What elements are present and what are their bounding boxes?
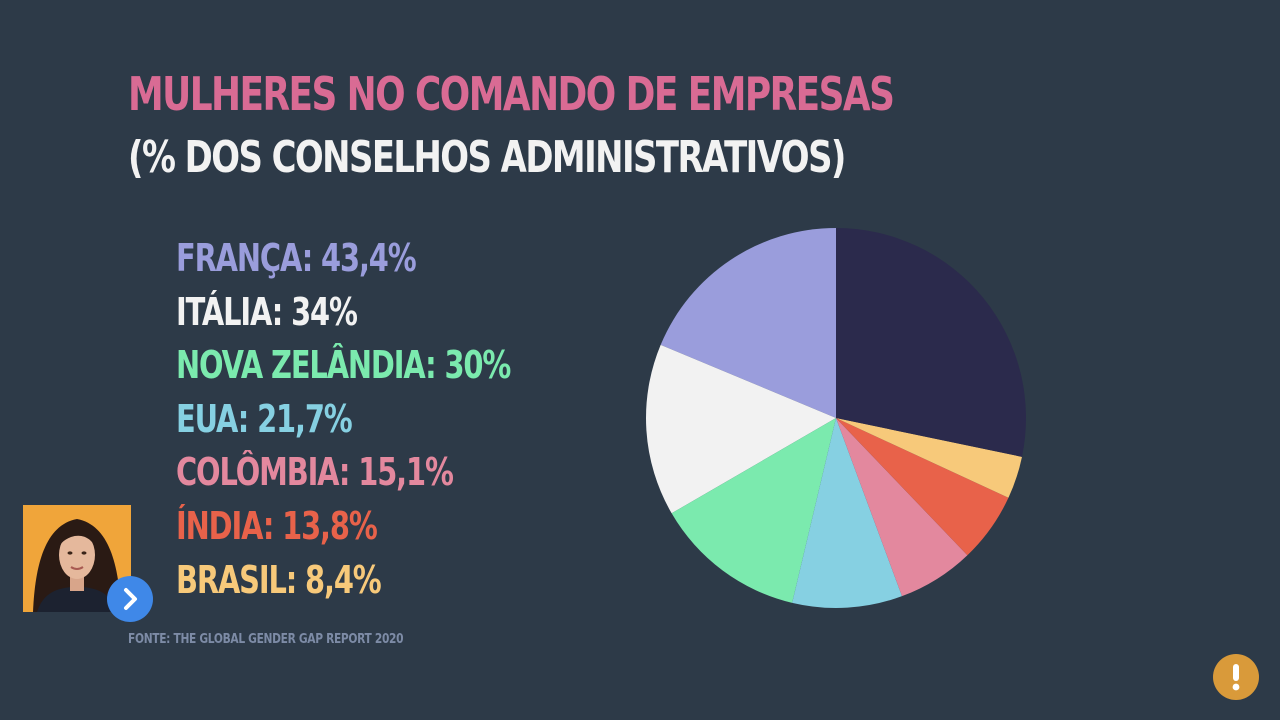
alert-button[interactable] — [1213, 654, 1259, 700]
legend-item-brasil: BRASIL: 8,4% — [176, 557, 382, 602]
chart-subtitle: (% DOS CONSELHOS ADMINISTRATIVOS) — [128, 132, 846, 183]
pie-slice-eua — [792, 418, 902, 609]
pie-slice-franca — [660, 228, 836, 418]
legend-item-india: ÍNDIA: 13,8% — [176, 503, 378, 548]
legend-item-italia: ITÁLIA: 34% — [176, 289, 358, 334]
source-note: FONTE: THE GLOBAL GENDER GAP REPORT 2020 — [128, 632, 404, 647]
chevron-right-icon — [124, 588, 137, 610]
legend-item-franca: FRANÇA: 43,4% — [176, 236, 417, 280]
legend-item-eua: EUA: 21,7% — [176, 396, 353, 441]
pie-slice-nova-zelandia — [671, 418, 836, 603]
legend-item-colombia: COLÔMBIA: 15,1% — [176, 450, 454, 495]
next-button[interactable] — [107, 576, 153, 622]
pie-slice-colombia — [836, 418, 968, 597]
legend: FRANÇA: 43,4% ITÁLIA: 34% NOVA ZELÂNDIA:… — [176, 234, 616, 609]
pie-chart — [646, 228, 1027, 609]
exclamation-icon — [1232, 664, 1240, 691]
pie-slice-italia — [646, 344, 836, 514]
pie-slice-remainder — [836, 228, 1027, 457]
legend-item-nova-zelandia: NOVA ZELÂNDIA: 30% — [176, 343, 511, 388]
chart-title: MULHERES NO COMANDO DE EMPRESAS — [128, 67, 895, 121]
pie-slice-brasil — [836, 418, 1022, 498]
pie-slice-india — [836, 418, 1009, 556]
